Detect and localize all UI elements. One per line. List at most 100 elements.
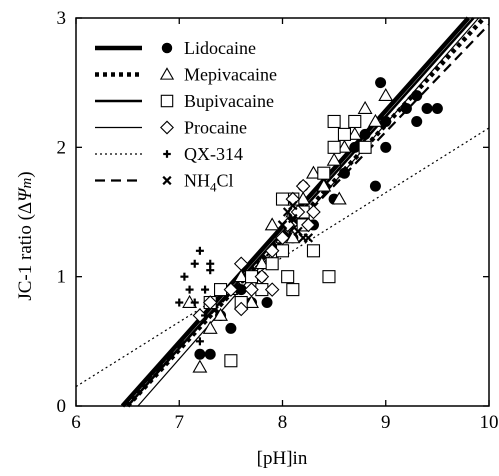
bupivacaine-point (327, 140, 341, 154)
bupivacaine-point (322, 270, 336, 284)
legend-item-qx-314: QX-314 (95, 144, 243, 164)
legend-item-procaine: Procaine (95, 118, 247, 138)
legend-label: NH4Cl (184, 171, 234, 195)
y-tick-label: 0 (57, 396, 67, 417)
bupivacaine-point (224, 354, 238, 368)
bupivacaine-point (348, 114, 362, 129)
qx-314-point (195, 337, 204, 346)
lidocaine-point (204, 348, 216, 360)
procaine-point (202, 295, 218, 310)
x-axis-label: [pH]in (257, 448, 308, 469)
y-axis-label: JC-1 ratio (ΔΨm) (15, 171, 36, 300)
lidocaine-point (411, 115, 423, 127)
mepivacaine-point (213, 307, 228, 321)
legend-item-mepivacaine: Mepivacaine (95, 65, 277, 85)
y-label-m: m (19, 178, 35, 189)
lidocaine-point (380, 115, 392, 127)
mepivacaine-point (367, 113, 383, 127)
mepivacaine-point (378, 87, 394, 102)
lidocaine-point (380, 141, 392, 153)
nh4cl-point (303, 233, 314, 243)
lidocaine-point (369, 180, 381, 192)
qx-314-point (195, 350, 204, 359)
legend-item-lidocaine: Lidocaine (95, 38, 256, 58)
mepivacaine-point (316, 178, 332, 192)
y-tick-label: 1 (57, 267, 67, 288)
procaine-point (301, 217, 316, 233)
mepivacaine-point (264, 217, 280, 231)
legend-label: QX-314 (184, 144, 243, 164)
data-points (175, 77, 443, 373)
qx-314-point (195, 246, 204, 255)
legend-label: Mepivacaine (184, 65, 277, 85)
legend: Lidocaine Mepivacaine Bupivacaine Procaine Q… (95, 38, 277, 195)
y-label-prefix: JC-1 ratio (Δ (15, 202, 36, 301)
lidocaine-point (225, 322, 237, 334)
procaine-point (223, 282, 239, 297)
lidocaine-point (359, 128, 371, 140)
y-tick-label: 2 (57, 137, 67, 158)
procaine-point (306, 204, 321, 220)
lidocaine-point (235, 284, 247, 296)
procaine-point (275, 230, 290, 246)
axes: 6 7 8 9 10 0 1 2 3 (57, 8, 499, 433)
qx-314-point (190, 259, 199, 268)
procaine-point (254, 269, 270, 284)
mepivacaine-point (295, 191, 311, 205)
nh4cl-point (288, 213, 298, 224)
mepivacaine-point (192, 359, 208, 373)
legend-label: Procaine (184, 118, 247, 138)
x-tick-label: 8 (278, 412, 288, 433)
procaine-point (233, 301, 249, 317)
qx-314-fit-line (75, 127, 490, 388)
mepivacaine-point (254, 256, 270, 270)
mepivacaine-point (347, 126, 363, 140)
legend-item-nh4cl: NH4Cl (95, 171, 234, 195)
lidocaine-point (261, 297, 273, 309)
lidocaine-point (431, 103, 443, 115)
y-tick-label: 3 (57, 8, 67, 29)
x-tick-label: 6 (71, 412, 81, 433)
x-tick-label: 9 (381, 412, 391, 433)
x-tick-label: 10 (480, 412, 499, 433)
x-tick-label: 7 (175, 412, 185, 433)
procaine-point (244, 282, 259, 297)
nh4cl-point (288, 200, 298, 211)
mepivacaine-point (233, 269, 249, 283)
bupivacaine-point (281, 270, 295, 284)
lidocaine-point (421, 103, 433, 115)
bupivacaine-point (286, 283, 300, 297)
mepivacaine-point (285, 230, 301, 244)
mepivacaine-point (306, 165, 321, 179)
qx-314-point (180, 272, 189, 281)
qx-314-point (201, 285, 210, 294)
legend-label: Bupivacaine (184, 91, 274, 111)
bupivacaine-point (306, 244, 321, 258)
procaine-point (295, 178, 311, 194)
mepivacaine-point (357, 100, 373, 114)
bupivacaine-point (337, 127, 352, 141)
qx-314-point (190, 298, 199, 307)
legend-marker (162, 175, 172, 186)
bupivacaine-point (358, 140, 372, 154)
mepivacaine-point (202, 320, 218, 334)
qx-314-point (175, 298, 184, 307)
legend-marker (160, 120, 174, 135)
lidocaine-point (375, 77, 387, 89)
bupivacaine-point (327, 114, 341, 129)
qx-314-point (206, 259, 215, 268)
legend-marker (160, 94, 174, 108)
lidocaine-point (411, 90, 423, 102)
bupivacaine-point (265, 257, 279, 271)
mepivacaine-point (244, 294, 259, 308)
y-label-psi: Ψ (15, 187, 36, 202)
legend-marker (163, 150, 171, 158)
mepivacaine-point (337, 139, 352, 153)
nh4cl-point (277, 220, 288, 230)
lidocaine-point (400, 103, 412, 115)
legend-item-bupivacaine: Bupivacaine (95, 91, 274, 111)
bupivacaine-point (317, 166, 331, 180)
procaine-point (264, 243, 280, 259)
y-label-suffix: ) (15, 171, 36, 177)
qx-314-point (185, 285, 194, 294)
